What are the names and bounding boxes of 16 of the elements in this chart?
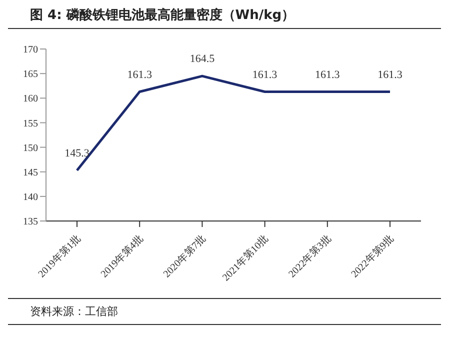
data-label: 161.3 (127, 68, 152, 81)
chart-title: 图 4: 磷酸铁锂电池最高能量密度（Wh/kg） (8, 8, 441, 29)
data-label: 164.5 (190, 53, 216, 66)
y-tick-label: 145 (23, 167, 38, 178)
y-tick-label: 160 (23, 94, 38, 105)
y-tick-label: 140 (23, 192, 38, 203)
y-tick-label: 155 (23, 118, 38, 130)
data-label: 161.3 (252, 68, 278, 81)
data-label: 161.3 (315, 68, 340, 81)
text: 资料来源：工信部 (30, 304, 119, 319)
y-tick-label: 170 (23, 44, 38, 56)
y-tick-label: 135 (23, 216, 38, 228)
data-label: 145.3 (64, 147, 90, 160)
y-tick-label: 165 (23, 69, 38, 80)
y-tick-label: 150 (23, 142, 38, 154)
data-label: 161.3 (378, 68, 403, 81)
